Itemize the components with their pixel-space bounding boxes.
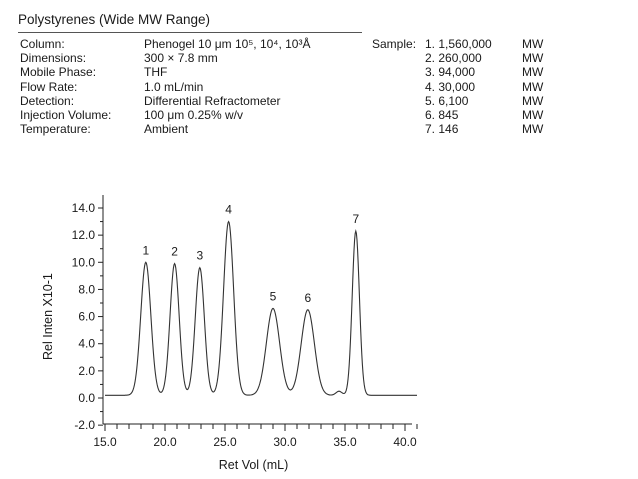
- sample-items: 1. 1,560,000 MW 2. 260,000 MW 3. 94,000 MW …: [425, 37, 543, 136]
- sample-mw: 2. 260,000: [425, 51, 482, 66]
- y-tick-label: 14.0: [72, 201, 96, 215]
- condition-value: 100 μm 0.25% w/v: [144, 108, 243, 123]
- sample-unit: MW: [522, 108, 544, 123]
- y-tick-label: 8.0: [78, 282, 95, 296]
- sample-unit: MW: [522, 93, 544, 108]
- condition-value: 300 × 7.8 mm: [144, 51, 218, 66]
- chromatogram-trace: [105, 220, 417, 396]
- condition-row: Dimensions: 300 × 7.8 mm: [20, 51, 310, 65]
- condition-value: Ambient: [144, 122, 189, 137]
- condition-value: THF: [144, 65, 168, 80]
- y-tick-label: 6.0: [78, 310, 95, 324]
- condition-label: Injection Volume:: [20, 108, 112, 123]
- condition-label: Flow Rate:: [20, 79, 78, 94]
- sample-heading: Sample:: [372, 37, 417, 51]
- sample-unit: MW: [522, 51, 544, 66]
- sample-item: 2. 260,000 MW: [425, 51, 543, 65]
- peak-label: 7: [352, 212, 359, 226]
- peak-label: 1: [142, 243, 149, 257]
- peak-label: 4: [225, 203, 232, 217]
- condition-value: Differential Refractometer: [144, 93, 281, 108]
- sample-item: 4. 30,000 MW: [425, 80, 543, 94]
- sample-mw: 1. 1,560,000: [425, 37, 492, 51]
- y-tick-label: 4.0: [78, 337, 95, 351]
- condition-row: Flow Rate: 1.0 mL/min: [20, 80, 310, 94]
- sample-mw: 3. 94,000: [425, 65, 476, 80]
- y-tick-label: 10.0: [72, 255, 96, 269]
- sample-item: 1. 1,560,000 MW: [425, 37, 543, 51]
- sample-item: 3. 94,000 MW: [425, 65, 543, 79]
- condition-label: Temperature:: [20, 122, 91, 137]
- condition-value: 1.0 mL/min: [144, 79, 204, 94]
- x-tick-label: 20.0: [153, 435, 177, 449]
- sample-item: 7. 146 MW: [425, 122, 543, 136]
- y-tick-label: 0.0: [78, 391, 95, 405]
- condition-label: Mobile Phase:: [20, 65, 97, 80]
- condition-row: Detection: Differential Refractometer: [20, 94, 310, 108]
- sample-item: 6. 845 MW: [425, 108, 543, 122]
- sample-unit: MW: [522, 79, 544, 94]
- sample-unit: MW: [522, 37, 544, 51]
- x-tick-label: 35.0: [333, 435, 357, 449]
- peak-label: 5: [270, 289, 277, 303]
- peak-label: 2: [171, 245, 178, 259]
- condition-value: Phenogel 10 μm 10⁵, 10⁴, 10³Å: [144, 37, 311, 51]
- sample-unit: MW: [522, 65, 544, 80]
- chart-title: Polystyrenes (Wide MW Range): [18, 12, 211, 27]
- peak-label: 3: [196, 249, 203, 263]
- sample-unit: MW: [522, 122, 544, 137]
- condition-row: Temperature: Ambient: [20, 122, 310, 136]
- peak-label: 6: [304, 291, 311, 305]
- x-axis-title: Ret Vol (mL): [219, 458, 288, 472]
- condition-label: Detection:: [20, 93, 75, 108]
- sample-item: 5. 6,100 MW: [425, 94, 543, 108]
- y-tick-label: 2.0: [78, 364, 95, 378]
- sample-mw: 5. 6,100: [425, 93, 469, 108]
- condition-label: Dimensions:: [20, 51, 87, 66]
- condition-row: Injection Volume: 100 μm 0.25% w/v: [20, 108, 310, 122]
- sample-mw: 6. 845: [425, 108, 459, 123]
- condition-row: Mobile Phase: THF: [20, 65, 310, 79]
- condition-row: Column: Phenogel 10 μm 10⁵, 10⁴, 10³Å: [20, 37, 310, 51]
- sample-mw: 4. 30,000: [425, 79, 476, 94]
- y-tick-label: -2.0: [74, 418, 95, 432]
- condition-label: Column:: [20, 37, 65, 51]
- conditions-table: Column: Phenogel 10 μm 10⁵, 10⁴, 10³Å Dim…: [20, 37, 310, 136]
- sample-mw: 7. 146: [425, 122, 459, 137]
- x-tick-label: 15.0: [93, 435, 117, 449]
- x-tick-label: 40.0: [393, 435, 417, 449]
- y-axis-title: Rel Inten X10-1: [41, 273, 55, 360]
- x-tick-label: 30.0: [273, 435, 297, 449]
- x-tick-label: 25.0: [213, 435, 237, 449]
- title-underline: [18, 32, 362, 33]
- y-tick-label: 12.0: [72, 228, 96, 242]
